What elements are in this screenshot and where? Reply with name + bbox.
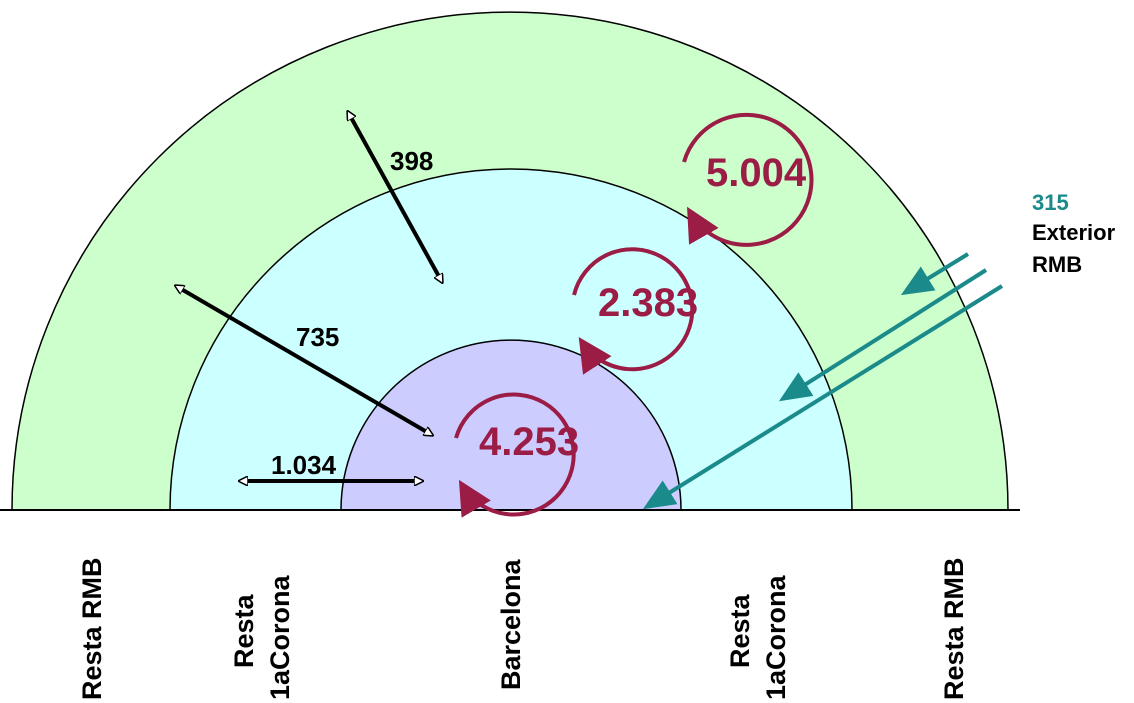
exterior-arrow-in-barcelona <box>642 284 1004 510</box>
zone-label-left-resta-rmb: Resta RMB <box>77 557 107 700</box>
exterior-label-line1: Exterior <box>1032 220 1116 245</box>
circular-arrow-5004 <box>682 112 814 247</box>
flow-value-1034: 1.034 <box>271 450 337 480</box>
zone-label-barcelona: Barcelona <box>496 558 526 690</box>
double-arrow-735 <box>176 286 432 435</box>
circular-arrow-2383 <box>572 247 695 375</box>
internal-value-2383: 2.383 <box>598 281 698 325</box>
exterior-arrow-in-outer <box>900 252 970 296</box>
zone-label-left-resta: Resta <box>229 593 259 668</box>
exterior-value: 315 <box>1032 190 1069 215</box>
exterior-arrow-in-first <box>778 268 988 402</box>
zone-label-right-resta-rmb: Resta RMB <box>939 557 969 700</box>
internal-value-4253: 4.253 <box>479 420 579 464</box>
internal-value-5004: 5.004 <box>706 151 807 195</box>
double-arrow-398 <box>348 112 442 282</box>
exterior-label-line2: RMB <box>1032 252 1082 277</box>
circular-arrow-4253 <box>454 392 576 518</box>
zone-label-right-resta: Resta <box>725 593 755 668</box>
zone-label-right-1acorona: 1aCorona <box>761 574 791 700</box>
flow-value-398: 398 <box>390 146 433 176</box>
zone-label-left-1acorona: 1aCorona <box>265 574 295 700</box>
flow-value-735: 735 <box>296 322 339 352</box>
